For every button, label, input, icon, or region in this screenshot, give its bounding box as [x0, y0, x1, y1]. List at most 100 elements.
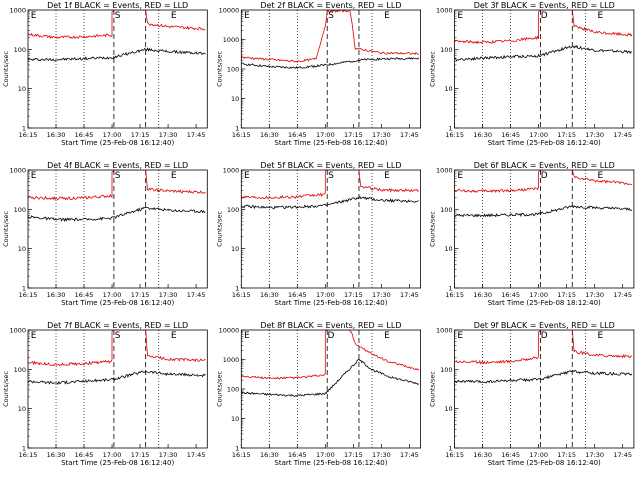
- plot-frame: [27, 9, 208, 129]
- y-axis-label: Counts/sec: [429, 211, 437, 247]
- y-tick-label: 1000: [9, 167, 26, 175]
- x-tick-label: 17:15: [131, 291, 150, 299]
- plot-area: [454, 170, 633, 288]
- y-tick-label: 1: [22, 285, 26, 293]
- series-events: [28, 206, 206, 222]
- series-lld: [28, 330, 206, 367]
- series-lld: [241, 10, 419, 63]
- x-tick-label: 16:15: [232, 451, 251, 459]
- series-events: [241, 56, 420, 70]
- plot-frame: [240, 329, 422, 449]
- x-axis-label: Start Time (25-Feb-08 16:12:40): [274, 139, 387, 147]
- x-tick-label: 17:00: [529, 451, 548, 459]
- y-tick-label: 10: [231, 245, 239, 253]
- plot-frame: [454, 9, 635, 129]
- series-events: [241, 358, 419, 397]
- series-events: [28, 370, 206, 386]
- marker-label: E: [597, 11, 603, 21]
- series-events: [28, 47, 206, 62]
- series-events: [241, 195, 419, 210]
- series-lld: [241, 330, 420, 380]
- x-axis-label: Start Time (25-Feb-08 18:12:40): [488, 299, 601, 307]
- x-tick-label: 16:15: [445, 131, 464, 139]
- y-axis-label: Counts/sec: [2, 51, 10, 87]
- y-tick-label: 10000: [219, 327, 240, 335]
- marker-label: E: [384, 171, 390, 181]
- x-tick-label: 17:45: [400, 131, 419, 139]
- x-axis-label: Start Time (25-Feb-08 16:12:40): [488, 139, 601, 147]
- panel-title: Det 3f BLACK = Events, RED = LLD: [474, 1, 615, 10]
- x-tick-label: 16:45: [75, 291, 94, 299]
- marker-label: E: [31, 331, 37, 341]
- series-lld: [28, 10, 206, 40]
- x-tick-label: 17:00: [529, 291, 548, 299]
- x-tick-label: 16:15: [19, 451, 38, 459]
- y-axis-label: Counts/sec: [429, 51, 437, 87]
- y-tick-label: 1000: [223, 36, 240, 44]
- x-tick-label: 17:45: [187, 291, 206, 299]
- x-tick-label: 16:15: [19, 131, 38, 139]
- x-tick-label: 17:00: [529, 131, 548, 139]
- y-axis-label: Counts/sec: [215, 371, 223, 407]
- y-tick-label: 1000: [223, 167, 240, 175]
- plot-frame: [240, 169, 422, 289]
- marker-label: E: [171, 11, 177, 21]
- y-tick-label: 100: [14, 46, 26, 54]
- x-tick-label: 17:15: [344, 131, 363, 139]
- x-axis-label: Start Time (25-Feb-08 16:12:40): [61, 139, 174, 147]
- x-tick-label: 16:30: [47, 131, 66, 139]
- plot-frame: [240, 9, 422, 129]
- marker-label: E: [31, 11, 37, 21]
- y-tick-label: 1: [22, 445, 26, 453]
- series-lld: [454, 170, 633, 194]
- y-tick-label: 10: [444, 85, 452, 93]
- marker-label: E: [457, 331, 463, 341]
- x-tick-label: 17:30: [372, 451, 391, 459]
- marker-label: E: [457, 11, 463, 21]
- y-axis-label: Counts/sec: [429, 371, 437, 407]
- x-tick-label: 17:30: [159, 291, 178, 299]
- marker-label: S: [115, 171, 121, 181]
- marker-label: E: [597, 171, 603, 181]
- x-tick-label: 17:30: [585, 291, 604, 299]
- x-tick-label: 16:30: [47, 451, 66, 459]
- x-tick-label: 17:00: [316, 291, 335, 299]
- marker-label: S: [328, 11, 334, 21]
- plot-area: [28, 170, 206, 288]
- y-tick-label: 10: [231, 95, 239, 103]
- panel-title: Det 6f BLACK = Events, RED = LLD: [474, 161, 615, 170]
- y-axis-label: Counts/sec: [215, 211, 223, 247]
- marker-label: E: [31, 171, 37, 181]
- y-tick-label: 1: [235, 125, 239, 133]
- x-tick-label: 17:30: [159, 131, 178, 139]
- x-tick-label: 16:45: [75, 451, 94, 459]
- panel-title: Det 7f BLACK = Events, RED = LLD: [47, 321, 188, 330]
- y-tick-label: 100: [440, 366, 452, 374]
- x-tick-label: 16:15: [445, 291, 464, 299]
- x-tick-label: 17:15: [344, 291, 363, 299]
- x-tick-label: 17:00: [316, 451, 335, 459]
- y-tick-label: 100: [227, 386, 239, 394]
- plot-frame: [454, 169, 635, 289]
- x-tick-label: 16:15: [445, 451, 464, 459]
- panel-title: Det 2f BLACK = Events, RED = LLD: [260, 1, 401, 10]
- y-tick-label: 1: [235, 445, 239, 453]
- marker-label: E: [171, 331, 177, 341]
- y-axis-label: Counts/sec: [2, 371, 10, 407]
- y-tick-label: 1000: [9, 7, 26, 15]
- series-lld: [454, 330, 633, 365]
- y-tick-label: 100: [227, 206, 239, 214]
- y-tick-label: 10: [18, 405, 26, 413]
- x-tick-label: 17:45: [187, 131, 206, 139]
- marker-label: E: [244, 331, 250, 341]
- x-tick-label: 17:45: [400, 451, 419, 459]
- plot-frame: [454, 329, 635, 449]
- marker-label: S: [328, 171, 334, 181]
- x-tick-label: 16:15: [19, 291, 38, 299]
- series-events: [454, 44, 633, 62]
